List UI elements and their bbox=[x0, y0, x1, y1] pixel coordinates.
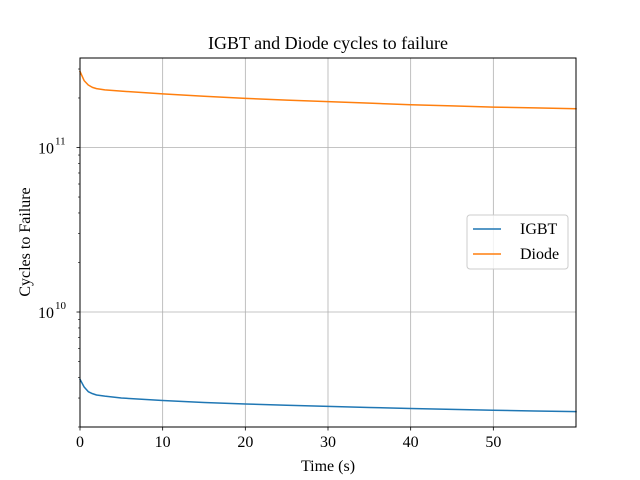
series-layer bbox=[78, 70, 577, 413]
series-line-diode bbox=[79, 70, 577, 110]
chart-title: IGBT and Diode cycles to failure bbox=[208, 33, 448, 53]
legend-label-igbt: IGBT bbox=[520, 221, 558, 238]
x-tick-label: 10 bbox=[155, 434, 171, 451]
x-tick-label: 0 bbox=[76, 434, 84, 451]
legend: IGBT Diode bbox=[466, 214, 569, 270]
x-tick-label: 20 bbox=[237, 434, 253, 451]
y-axis-label: Cycles to Failure bbox=[17, 187, 34, 296]
y-tick-label: 10 bbox=[38, 305, 54, 322]
y-tick-exponent: 10 bbox=[55, 300, 67, 312]
x-tick-label: 40 bbox=[403, 434, 419, 451]
x-tick-label: 50 bbox=[485, 434, 501, 451]
x-tick-label: 30 bbox=[320, 434, 336, 451]
y-tick-exponent: 11 bbox=[55, 136, 66, 148]
series-line-igbt bbox=[78, 378, 577, 413]
x-axis-label: Time (s) bbox=[301, 458, 355, 475]
y-tick-label: 10 bbox=[38, 141, 54, 158]
legend-label-diode: Diode bbox=[520, 246, 559, 263]
